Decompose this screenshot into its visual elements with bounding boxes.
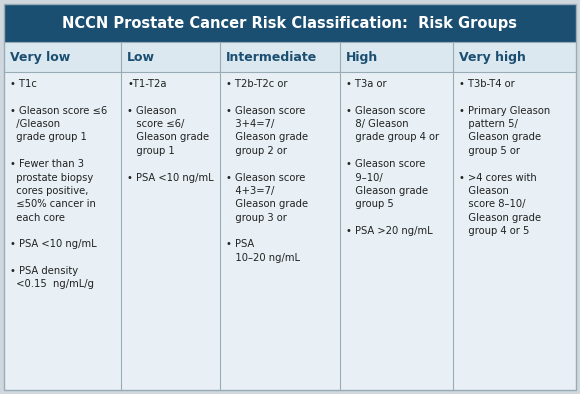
Text: Intermediate: Intermediate	[226, 50, 317, 63]
Text: •T1-T2a

• Gleason
   score ≤6/
   Gleason grade
   group 1

• PSA <10 ng/mL: •T1-T2a • Gleason score ≤6/ Gleason grad…	[127, 79, 214, 182]
Bar	[4, 42, 576, 72]
Text: • T3b-T4 or

• Primary Gleason
   pattern 5/
   Gleason grade
   group 5 or

• >: • T3b-T4 or • Primary Gleason pattern 5/…	[459, 79, 550, 236]
Text: Low: Low	[127, 50, 155, 63]
Bar	[4, 72, 576, 390]
Text: Very high: Very high	[459, 50, 526, 63]
Bar	[4, 4, 576, 42]
Text: • T3a or

• Gleason score
   8/ Gleason
   grade group 4 or

• Gleason score
   : • T3a or • Gleason score 8/ Gleason grad…	[346, 79, 439, 236]
Text: • T2b-T2c or

• Gleason score
   3+4=7/
   Gleason grade
   group 2 or

• Gleaso: • T2b-T2c or • Gleason score 3+4=7/ Glea…	[226, 79, 308, 263]
Text: NCCN Prostate Cancer Risk Classification:  Risk Groups: NCCN Prostate Cancer Risk Classification…	[63, 15, 517, 30]
Text: • T1c

• Gleason score ≤6
  /Gleason
  grade group 1

• Fewer than 3
  prostate : • T1c • Gleason score ≤6 /Gleason grade …	[10, 79, 107, 290]
Text: High: High	[346, 50, 378, 63]
Text: Very low: Very low	[10, 50, 70, 63]
